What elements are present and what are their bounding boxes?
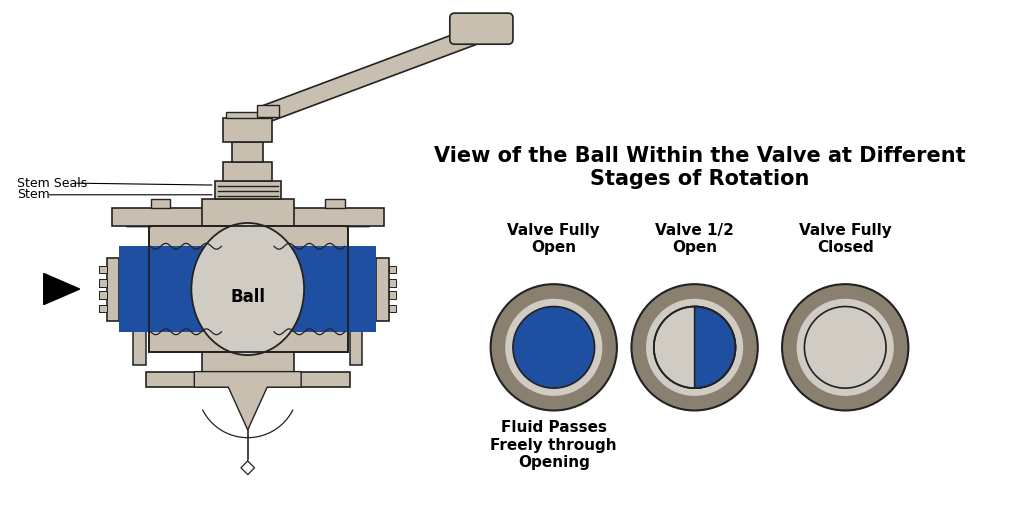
Bar — [145, 372, 350, 387]
Bar — [326, 199, 345, 208]
Bar — [223, 162, 272, 181]
Bar — [126, 209, 151, 226]
Text: Valve Fully
Closed: Valve Fully Closed — [799, 223, 892, 255]
Circle shape — [632, 284, 758, 411]
Polygon shape — [259, 20, 497, 123]
Wedge shape — [694, 307, 735, 388]
Circle shape — [654, 307, 735, 388]
Ellipse shape — [191, 223, 304, 355]
Bar — [215, 181, 281, 199]
Bar — [99, 305, 106, 312]
Bar — [388, 291, 396, 298]
Bar — [126, 209, 151, 226]
Circle shape — [805, 307, 886, 388]
Bar — [99, 305, 106, 312]
Bar — [347, 246, 376, 332]
Polygon shape — [195, 372, 301, 430]
Bar — [226, 112, 269, 118]
Bar — [388, 266, 396, 273]
Bar — [151, 199, 170, 208]
Circle shape — [782, 284, 908, 411]
Bar — [120, 246, 148, 332]
Bar — [99, 280, 106, 287]
Bar — [112, 208, 384, 226]
Bar — [202, 352, 294, 372]
Text: Stem: Stem — [17, 188, 50, 201]
Circle shape — [490, 284, 616, 411]
Bar — [345, 209, 370, 226]
Bar — [99, 266, 106, 273]
Bar — [202, 199, 294, 226]
Bar — [350, 308, 362, 365]
Bar — [148, 226, 348, 352]
Bar — [106, 258, 120, 321]
Circle shape — [505, 298, 602, 396]
Bar — [148, 246, 348, 332]
Text: Ball: Ball — [230, 288, 265, 306]
Bar — [388, 305, 396, 312]
Text: Valve 1/2
Open: Valve 1/2 Open — [655, 223, 734, 255]
Polygon shape — [44, 273, 80, 305]
Bar — [257, 105, 279, 117]
Text: View of the Ball Within the Valve at Different
Stages of Rotation: View of the Ball Within the Valve at Dif… — [434, 146, 966, 189]
Bar — [376, 258, 388, 321]
Circle shape — [797, 298, 894, 396]
FancyBboxPatch shape — [450, 13, 513, 44]
Bar — [223, 118, 272, 142]
Bar — [99, 291, 106, 298]
Bar — [99, 291, 106, 298]
Text: Stem Seals: Stem Seals — [17, 177, 88, 189]
Circle shape — [646, 298, 743, 396]
Text: Valve Fully
Open: Valve Fully Open — [507, 223, 600, 255]
Bar — [99, 280, 106, 287]
Bar — [347, 268, 376, 310]
Circle shape — [513, 307, 595, 388]
Bar — [120, 268, 148, 310]
Bar — [345, 209, 370, 226]
Text: Fluid Passes
Freely through
Opening: Fluid Passes Freely through Opening — [490, 420, 617, 470]
Bar — [133, 308, 145, 365]
Bar — [148, 226, 348, 352]
Bar — [99, 266, 106, 273]
Bar — [232, 142, 263, 162]
Bar — [388, 280, 396, 287]
